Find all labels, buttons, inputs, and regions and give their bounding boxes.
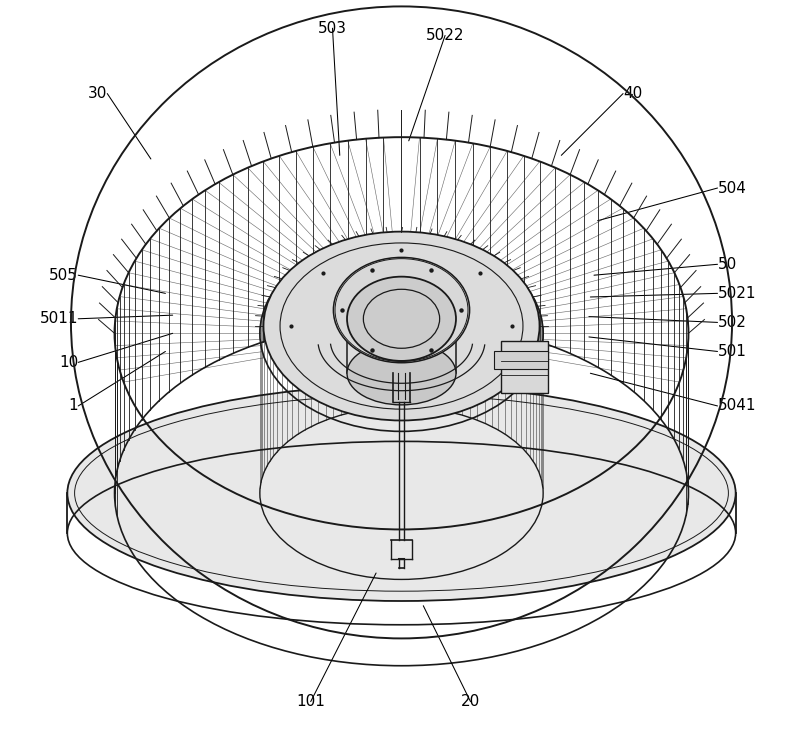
Text: 504: 504: [717, 181, 745, 195]
Text: 5011: 5011: [39, 311, 78, 326]
Ellipse shape: [346, 342, 456, 405]
Bar: [500, 340, 548, 393]
Text: 1: 1: [68, 398, 78, 414]
Text: 40: 40: [622, 86, 642, 101]
Bar: [493, 351, 548, 370]
Text: 503: 503: [318, 20, 346, 36]
Text: 5041: 5041: [717, 398, 755, 414]
Text: 502: 502: [717, 315, 745, 330]
Text: 101: 101: [296, 694, 325, 709]
Ellipse shape: [67, 385, 735, 601]
Text: 505: 505: [49, 268, 78, 283]
Ellipse shape: [346, 277, 456, 361]
Text: 5021: 5021: [717, 286, 755, 301]
Ellipse shape: [333, 258, 469, 363]
Text: 50: 50: [717, 257, 736, 272]
Ellipse shape: [263, 231, 539, 420]
Text: 5022: 5022: [425, 28, 464, 43]
Text: 501: 501: [717, 344, 745, 359]
Text: 10: 10: [59, 355, 78, 370]
Text: 30: 30: [87, 86, 107, 101]
Text: 20: 20: [460, 694, 480, 709]
